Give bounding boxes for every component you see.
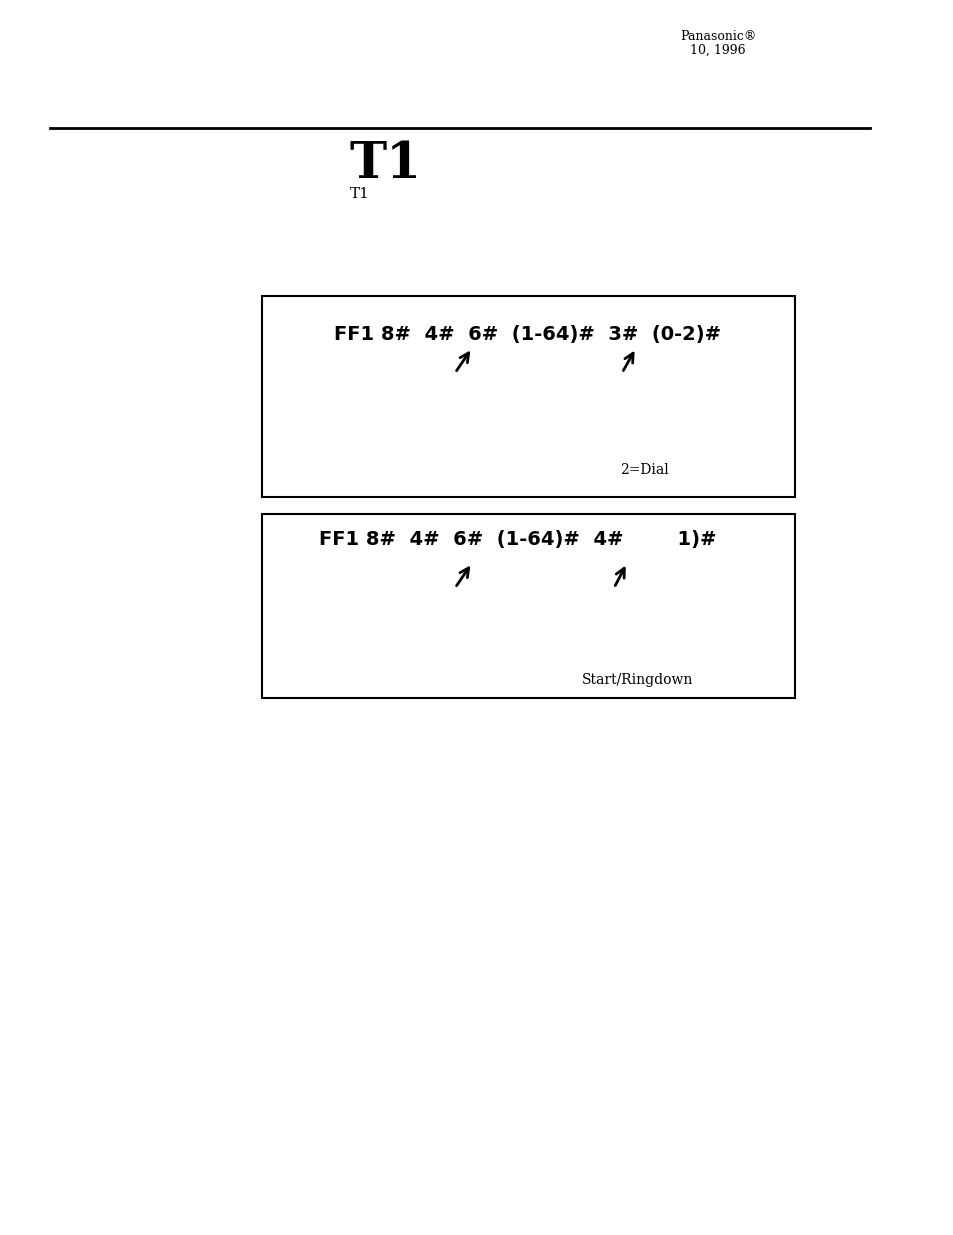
Text: 2=Dial: 2=Dial <box>619 463 668 477</box>
Bar <box>262 514 794 698</box>
Text: T1: T1 <box>350 186 370 201</box>
Text: Start/Ringdown: Start/Ringdown <box>581 673 693 687</box>
Text: 10, 1996: 10, 1996 <box>689 44 745 57</box>
Text: FF1 8#  4#  6#  (1-64)#  4#        1)#: FF1 8# 4# 6# (1-64)# 4# 1)# <box>319 530 716 550</box>
Text: Panasonic®: Panasonic® <box>679 30 756 43</box>
Text: T1: T1 <box>350 140 421 189</box>
Bar <box>262 296 794 496</box>
Text: FF1 8#  4#  6#  (1-64)#  3#  (0-2)#: FF1 8# 4# 6# (1-64)# 3# (0-2)# <box>335 325 720 345</box>
